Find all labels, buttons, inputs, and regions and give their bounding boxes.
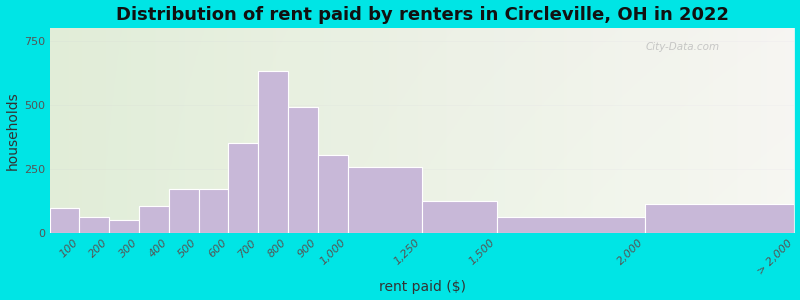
- X-axis label: rent paid ($): rent paid ($): [378, 280, 466, 294]
- Bar: [646, 205, 794, 232]
- Bar: [348, 167, 422, 232]
- Bar: [50, 208, 79, 232]
- Bar: [229, 143, 258, 232]
- Bar: [422, 201, 497, 232]
- Bar: [497, 217, 646, 232]
- Bar: [79, 217, 110, 232]
- Title: Distribution of rent paid by renters in Circleville, OH in 2022: Distribution of rent paid by renters in …: [115, 6, 729, 24]
- Bar: [258, 71, 288, 232]
- Bar: [110, 220, 139, 233]
- Bar: [169, 189, 198, 232]
- Bar: [79, 217, 110, 232]
- Bar: [497, 217, 646, 232]
- Bar: [50, 208, 79, 232]
- Bar: [198, 189, 229, 232]
- Bar: [139, 206, 169, 232]
- Bar: [318, 154, 348, 232]
- Bar: [646, 205, 794, 232]
- Bar: [288, 107, 318, 232]
- Bar: [258, 71, 288, 232]
- Bar: [318, 154, 348, 232]
- Bar: [229, 143, 258, 232]
- Bar: [110, 220, 139, 233]
- Bar: [422, 201, 497, 232]
- Y-axis label: households: households: [6, 91, 19, 169]
- Bar: [169, 189, 198, 232]
- Bar: [139, 206, 169, 232]
- Bar: [348, 167, 422, 232]
- Bar: [198, 189, 229, 232]
- Text: City-Data.com: City-Data.com: [646, 42, 720, 52]
- Bar: [288, 107, 318, 232]
